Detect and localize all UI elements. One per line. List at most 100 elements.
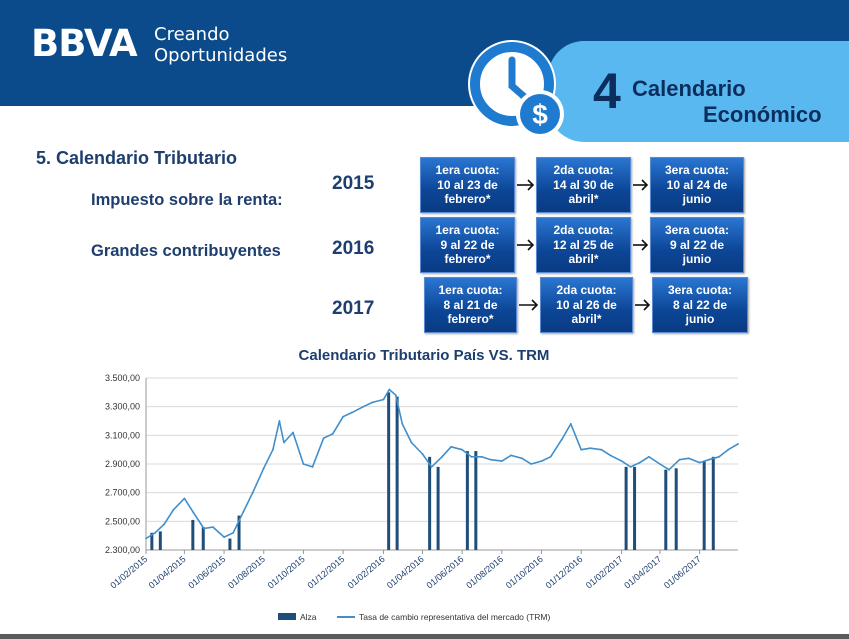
trm-point (430, 466, 433, 468)
trm-point (521, 457, 523, 460)
trm-point (698, 461, 701, 464)
chart-title: Calendario Tributario País VS. TRM (299, 347, 550, 364)
cuota-line-1: 2da cuota: (553, 163, 614, 178)
svg-text:$: $ (532, 99, 548, 130)
x-tick-label: 01/10/2015 (266, 554, 307, 591)
trm-point (421, 453, 424, 455)
alza-bar (711, 456, 715, 550)
trm-point (727, 448, 730, 451)
trm-point (302, 463, 305, 465)
trm-point (342, 415, 344, 418)
trm-point (278, 420, 281, 422)
section-title-line-1: Calendario (632, 76, 746, 101)
cuota-line-3: febrero* (444, 192, 491, 207)
x-tick-label: 01/06/2015 (186, 554, 227, 591)
cuota-box-2017-2: 2da cuota: 10 al 26 de abril* (540, 277, 633, 333)
trm-point (678, 458, 681, 461)
trm-point (154, 531, 157, 534)
cuota-line-1: 1era cuota: (435, 163, 500, 178)
cuota-line-3: febrero* (444, 252, 491, 267)
trm-point (620, 460, 623, 462)
trm-point (530, 463, 532, 465)
trm-point (331, 433, 334, 435)
alza-bar (150, 532, 154, 550)
tagline-line-2: Oportunidades (154, 45, 288, 66)
cuota-line-3: abril* (568, 192, 599, 207)
trm-point (394, 394, 397, 397)
trm-point (659, 463, 661, 465)
y-tick-label: 3.500,00 (105, 373, 140, 383)
cuota-line-2: 10 al 26 de (556, 297, 617, 312)
arrow-icon (517, 239, 535, 251)
x-tick-label: 01/12/2016 (544, 554, 585, 591)
trm-point (470, 455, 473, 458)
alza-bar (228, 538, 232, 550)
alza-bar (387, 392, 391, 550)
alza-bar (702, 461, 706, 550)
cuota-box-2015-3: 3era cuota: 10 al 24 de junio (650, 157, 744, 213)
alza-bar (158, 531, 162, 550)
trm-point (737, 443, 739, 445)
alza-bar (465, 451, 469, 550)
cuota-box-2016-1: 1era cuota: 9 al 22 de febrero* (420, 217, 515, 273)
trm-point (569, 423, 572, 425)
trm-point (311, 466, 314, 468)
alza-bar (674, 468, 678, 550)
trm-point (410, 441, 413, 444)
alza-bar (191, 519, 195, 550)
cuota-line-3: abril* (571, 312, 602, 327)
clock-dollar-icon: $ (468, 40, 564, 138)
brand-tagline: Creando Oportunidades (154, 24, 287, 66)
alza-bar (201, 527, 205, 550)
trm-point (707, 458, 710, 461)
trm-point (145, 537, 147, 540)
alza-bar (436, 466, 440, 550)
trm-point (560, 438, 563, 441)
cuota-line-1: 1era cuota: (435, 223, 500, 238)
trm-point (322, 437, 325, 440)
x-tick-label: 01/12/2015 (305, 554, 346, 591)
trm-point (450, 445, 452, 448)
trm-point (172, 509, 175, 511)
alza-bar (237, 515, 241, 550)
trm-point (362, 405, 365, 408)
trm-point (212, 526, 214, 528)
trm-point (388, 388, 391, 391)
alza-bar (474, 451, 478, 550)
y-tick-label: 2.700,00 (105, 488, 140, 498)
arrow-icon (635, 299, 651, 311)
y-tick-label: 2.300,00 (105, 545, 140, 555)
trm-point (638, 461, 641, 464)
year-label-2016: 2016 (332, 238, 375, 259)
trm-point (501, 460, 503, 462)
arrow-icon (633, 179, 649, 191)
trm-point (549, 455, 552, 458)
year-label-2017: 2017 (332, 298, 375, 319)
alza-bar (395, 396, 399, 550)
cuota-line-1: 3era cuota: (667, 283, 733, 298)
trm-point (371, 401, 374, 404)
trm-point (283, 441, 285, 444)
y-tick-label: 2.500,00 (105, 516, 140, 526)
trm-point (718, 455, 720, 458)
trm-point (600, 448, 603, 451)
cuota-box-2016-2: 2da cuota: 12 al 25 de abril* (536, 217, 631, 273)
trm-point (589, 447, 592, 450)
x-tick-label: 01/02/2017 (584, 554, 625, 591)
x-tick-label: 01/06/2017 (662, 554, 703, 591)
cuota-line-2: 9 al 22 de (440, 237, 495, 252)
cuota-line-1: 2da cuota: (553, 223, 614, 238)
trm-point (192, 511, 195, 514)
trm-point (687, 457, 690, 460)
trm-point (382, 398, 385, 401)
cuota-line-2: 14 al 30 de (553, 177, 614, 192)
y-tick-label: 3.300,00 (105, 402, 140, 412)
year-label-2015: 2015 (332, 173, 375, 194)
alza-bar (664, 469, 668, 550)
legend-swatch-alza (278, 613, 296, 620)
trm-point (292, 431, 294, 434)
x-tick-label: 01/08/2015 (226, 554, 267, 591)
trm-point (489, 458, 492, 461)
trm-point (648, 455, 650, 458)
